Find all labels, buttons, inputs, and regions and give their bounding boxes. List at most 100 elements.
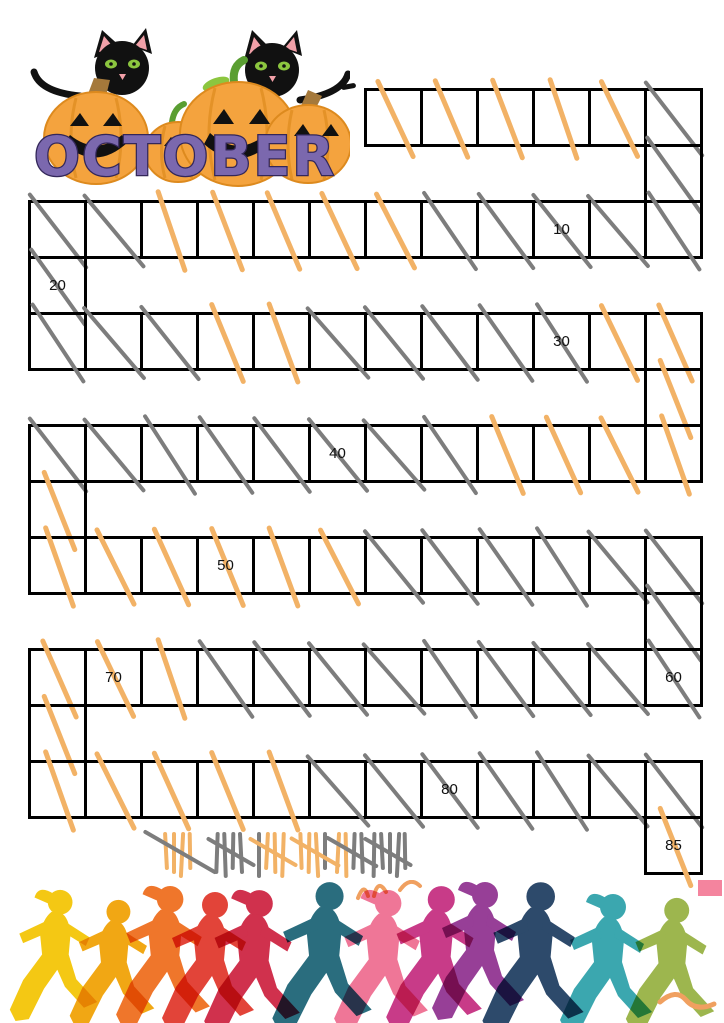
milestone-label: 20 [49, 277, 66, 294]
lap-box [81, 192, 147, 270]
lap-slash-orange [598, 78, 641, 160]
lap-box: 50 [196, 525, 255, 609]
lap-slash-gray [419, 303, 481, 383]
lap-box [532, 413, 591, 497]
lap-slash-orange [93, 526, 138, 608]
lap-box [28, 469, 87, 553]
lap-box [140, 749, 199, 833]
lap-box [532, 749, 591, 833]
lap-slash-gray [81, 192, 147, 270]
lap-box [644, 357, 703, 441]
lap-slash-gray [475, 639, 537, 719]
lap-box [360, 417, 428, 493]
accent-square [698, 880, 722, 896]
lap-slash-orange [543, 413, 584, 497]
lap-box [585, 528, 651, 606]
pumpkin-big-center [179, 56, 297, 187]
lap-slash-orange [488, 413, 527, 497]
lap-slash-gray [476, 526, 536, 608]
tally-stroke [257, 832, 261, 878]
lap-box [362, 304, 426, 382]
lap-box [420, 638, 479, 720]
tally-stroke [214, 831, 220, 875]
october-clipart: OCTOBER [30, 28, 350, 187]
lap-slash-orange [154, 188, 189, 274]
lap-box [27, 191, 89, 271]
lap-slash-orange [317, 526, 362, 608]
lap-slash-orange [208, 749, 247, 833]
tally-stroke [298, 831, 304, 871]
lap-box: 80 [419, 751, 481, 831]
black-cat-right [244, 30, 302, 97]
lap-slash-gray [251, 415, 313, 495]
lap-box [476, 77, 535, 161]
lap-slash-orange [264, 189, 303, 273]
lap-slash-orange [318, 190, 361, 272]
lap-box [476, 526, 536, 608]
lap-slash-orange [658, 412, 693, 498]
lap-box [644, 134, 704, 216]
lap-box [419, 303, 481, 383]
lap-slash-orange [265, 748, 302, 834]
lap-box [644, 189, 703, 273]
lap-box [476, 750, 536, 832]
lap-box [84, 526, 143, 608]
lap-slash-orange [598, 302, 641, 384]
runner-silhouette [625, 897, 715, 1023]
lap-box [420, 77, 479, 161]
lap-box [588, 78, 647, 160]
lap-box [140, 188, 199, 274]
lap-slash-gray [251, 639, 313, 719]
tally-stroke [222, 831, 228, 879]
lap-slash-gray [362, 304, 426, 382]
milestone-label: 70 [105, 669, 122, 686]
lap-slash-orange [151, 525, 192, 609]
lap-slash-gray [585, 193, 651, 269]
lap-box [196, 749, 255, 833]
lap-box [585, 193, 651, 269]
lap-slash-orange [42, 748, 77, 834]
lap-slash-gray [476, 750, 536, 832]
orange-squiggle [657, 992, 717, 1010]
lap-box: 60 [644, 637, 703, 721]
lap-box [28, 693, 87, 777]
lap-slash-orange [93, 750, 138, 832]
lap-slash-gray [362, 752, 426, 830]
lap-box [308, 190, 367, 272]
lap-box [304, 305, 372, 381]
lap-slash-gray [585, 752, 651, 830]
lap-box [643, 751, 705, 831]
tally-stroke [306, 831, 312, 875]
milestone-label: 30 [553, 333, 570, 350]
milestone-label: 85 [665, 837, 682, 854]
milestone-label: 40 [329, 445, 346, 462]
lap-box [28, 748, 87, 834]
lap-slash-gray [645, 189, 703, 273]
lap-slash-gray [81, 305, 147, 381]
lap-slash-gray [360, 417, 428, 493]
tally-stroke [343, 831, 349, 879]
lap-slash-gray [475, 191, 537, 271]
lap-box [419, 527, 481, 607]
lap-box [475, 639, 537, 719]
lap-slash-gray [304, 305, 372, 381]
lap-box: 70 [84, 638, 143, 720]
lap-slash-orange [42, 524, 77, 610]
lap-slash-orange [374, 78, 417, 160]
tally-stroke [371, 831, 377, 879]
lap-slash-gray [530, 640, 594, 718]
lap-slash-gray [362, 528, 426, 606]
lap-box [475, 191, 537, 271]
lap-box [643, 79, 705, 159]
lap-slash-gray [421, 414, 479, 496]
lap-box [27, 415, 89, 495]
milestone-label: 50 [217, 557, 234, 574]
lap-box [585, 752, 651, 830]
lap-box [196, 301, 255, 385]
lap-slash-orange [208, 301, 247, 385]
lap-slash-gray [81, 416, 147, 494]
lap-slash-orange [209, 189, 246, 273]
lap-box [364, 78, 423, 160]
black-cat-left [94, 28, 152, 95]
